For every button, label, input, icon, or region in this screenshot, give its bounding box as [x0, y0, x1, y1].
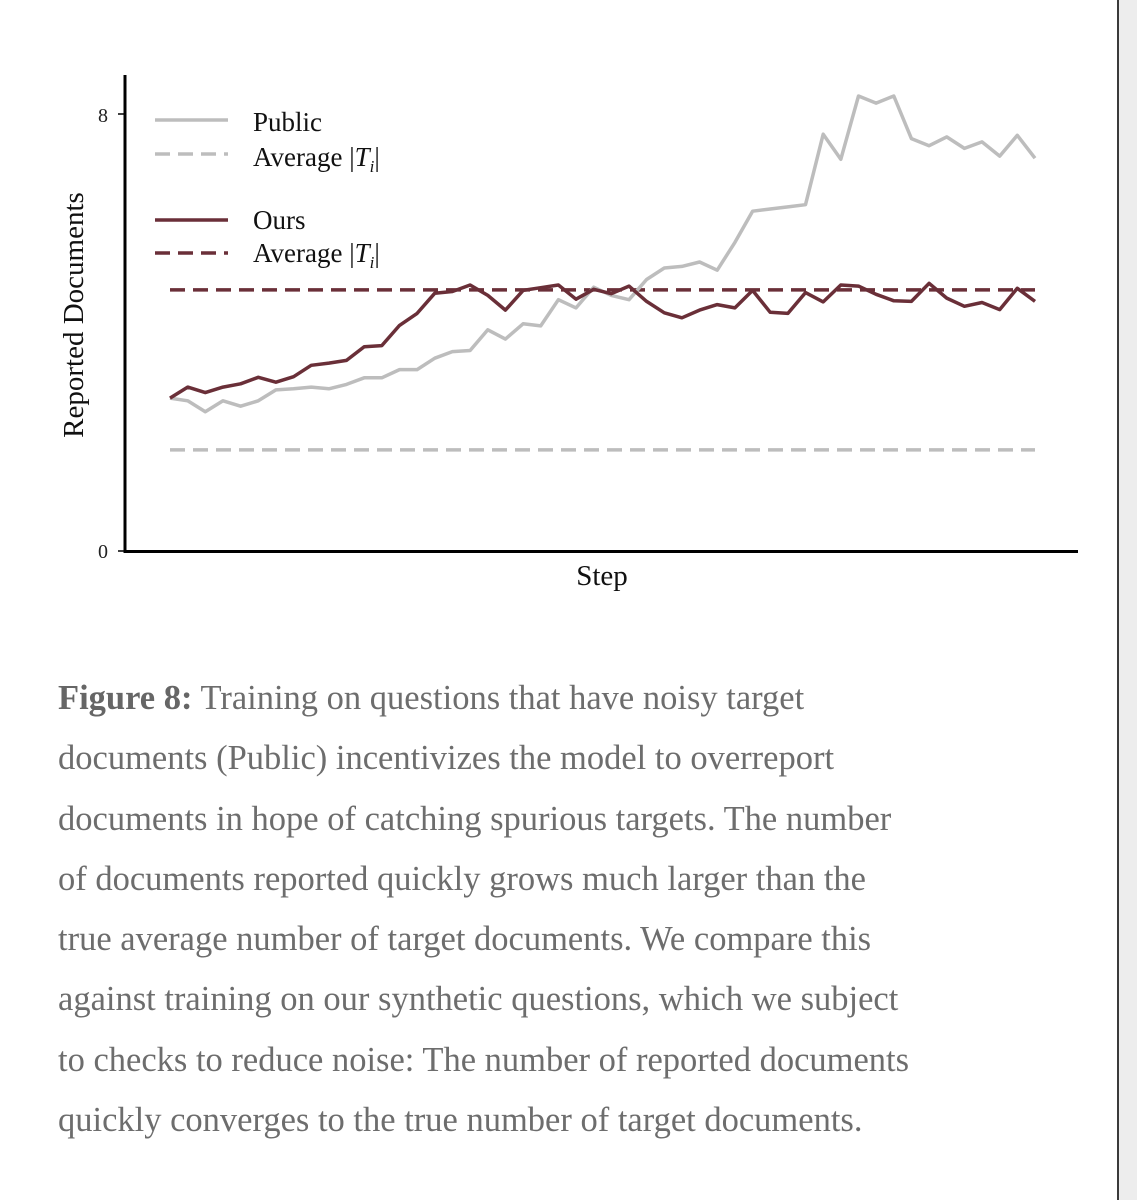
- y-tick-label-bottom: 0: [98, 541, 108, 563]
- y-tick-label-top: 8: [98, 105, 108, 127]
- scrollbar[interactable]: [1117, 0, 1137, 1200]
- caption-line: documents in hope of catching spurious t…: [58, 799, 892, 838]
- caption-line: quickly converges to the true number of …: [58, 1101, 863, 1140]
- figure-caption: Figure 8: Training on questions that hav…: [58, 668, 1068, 1150]
- legend-label-ours-average: Average |Ti|: [253, 238, 380, 272]
- legend-label-ours: Ours: [253, 205, 306, 235]
- caption-line: documents (Public) incentivizes the mode…: [58, 739, 835, 778]
- y-axis-label: Reported Documents: [58, 192, 90, 438]
- caption-line: Figure 8: Training on questions that hav…: [58, 668, 1068, 728]
- caption-line: to checks to reduce noise: The number of…: [58, 1040, 910, 1079]
- legend-label-public: Public: [253, 107, 322, 137]
- caption-line: of documents reported quickly grows much…: [58, 859, 866, 898]
- legend: Public Average |Ti| Ours Average |Ti|: [155, 107, 380, 272]
- line-chart: 8 0 Reported Documents Step Public Avera…: [58, 75, 1078, 592]
- figure-label: Figure 8:: [58, 679, 193, 717]
- legend-label-public-average: Average |Ti|: [253, 142, 380, 176]
- caption-line: against training on our synthetic questi…: [58, 980, 899, 1019]
- caption-text: Training on questions that have noisy ta…: [192, 679, 805, 717]
- x-axis-label: Step: [576, 560, 628, 592]
- series-ours-line: [169, 281, 1037, 400]
- caption-line: true average number of target documents.…: [58, 920, 872, 959]
- series-layer: [169, 94, 1037, 452]
